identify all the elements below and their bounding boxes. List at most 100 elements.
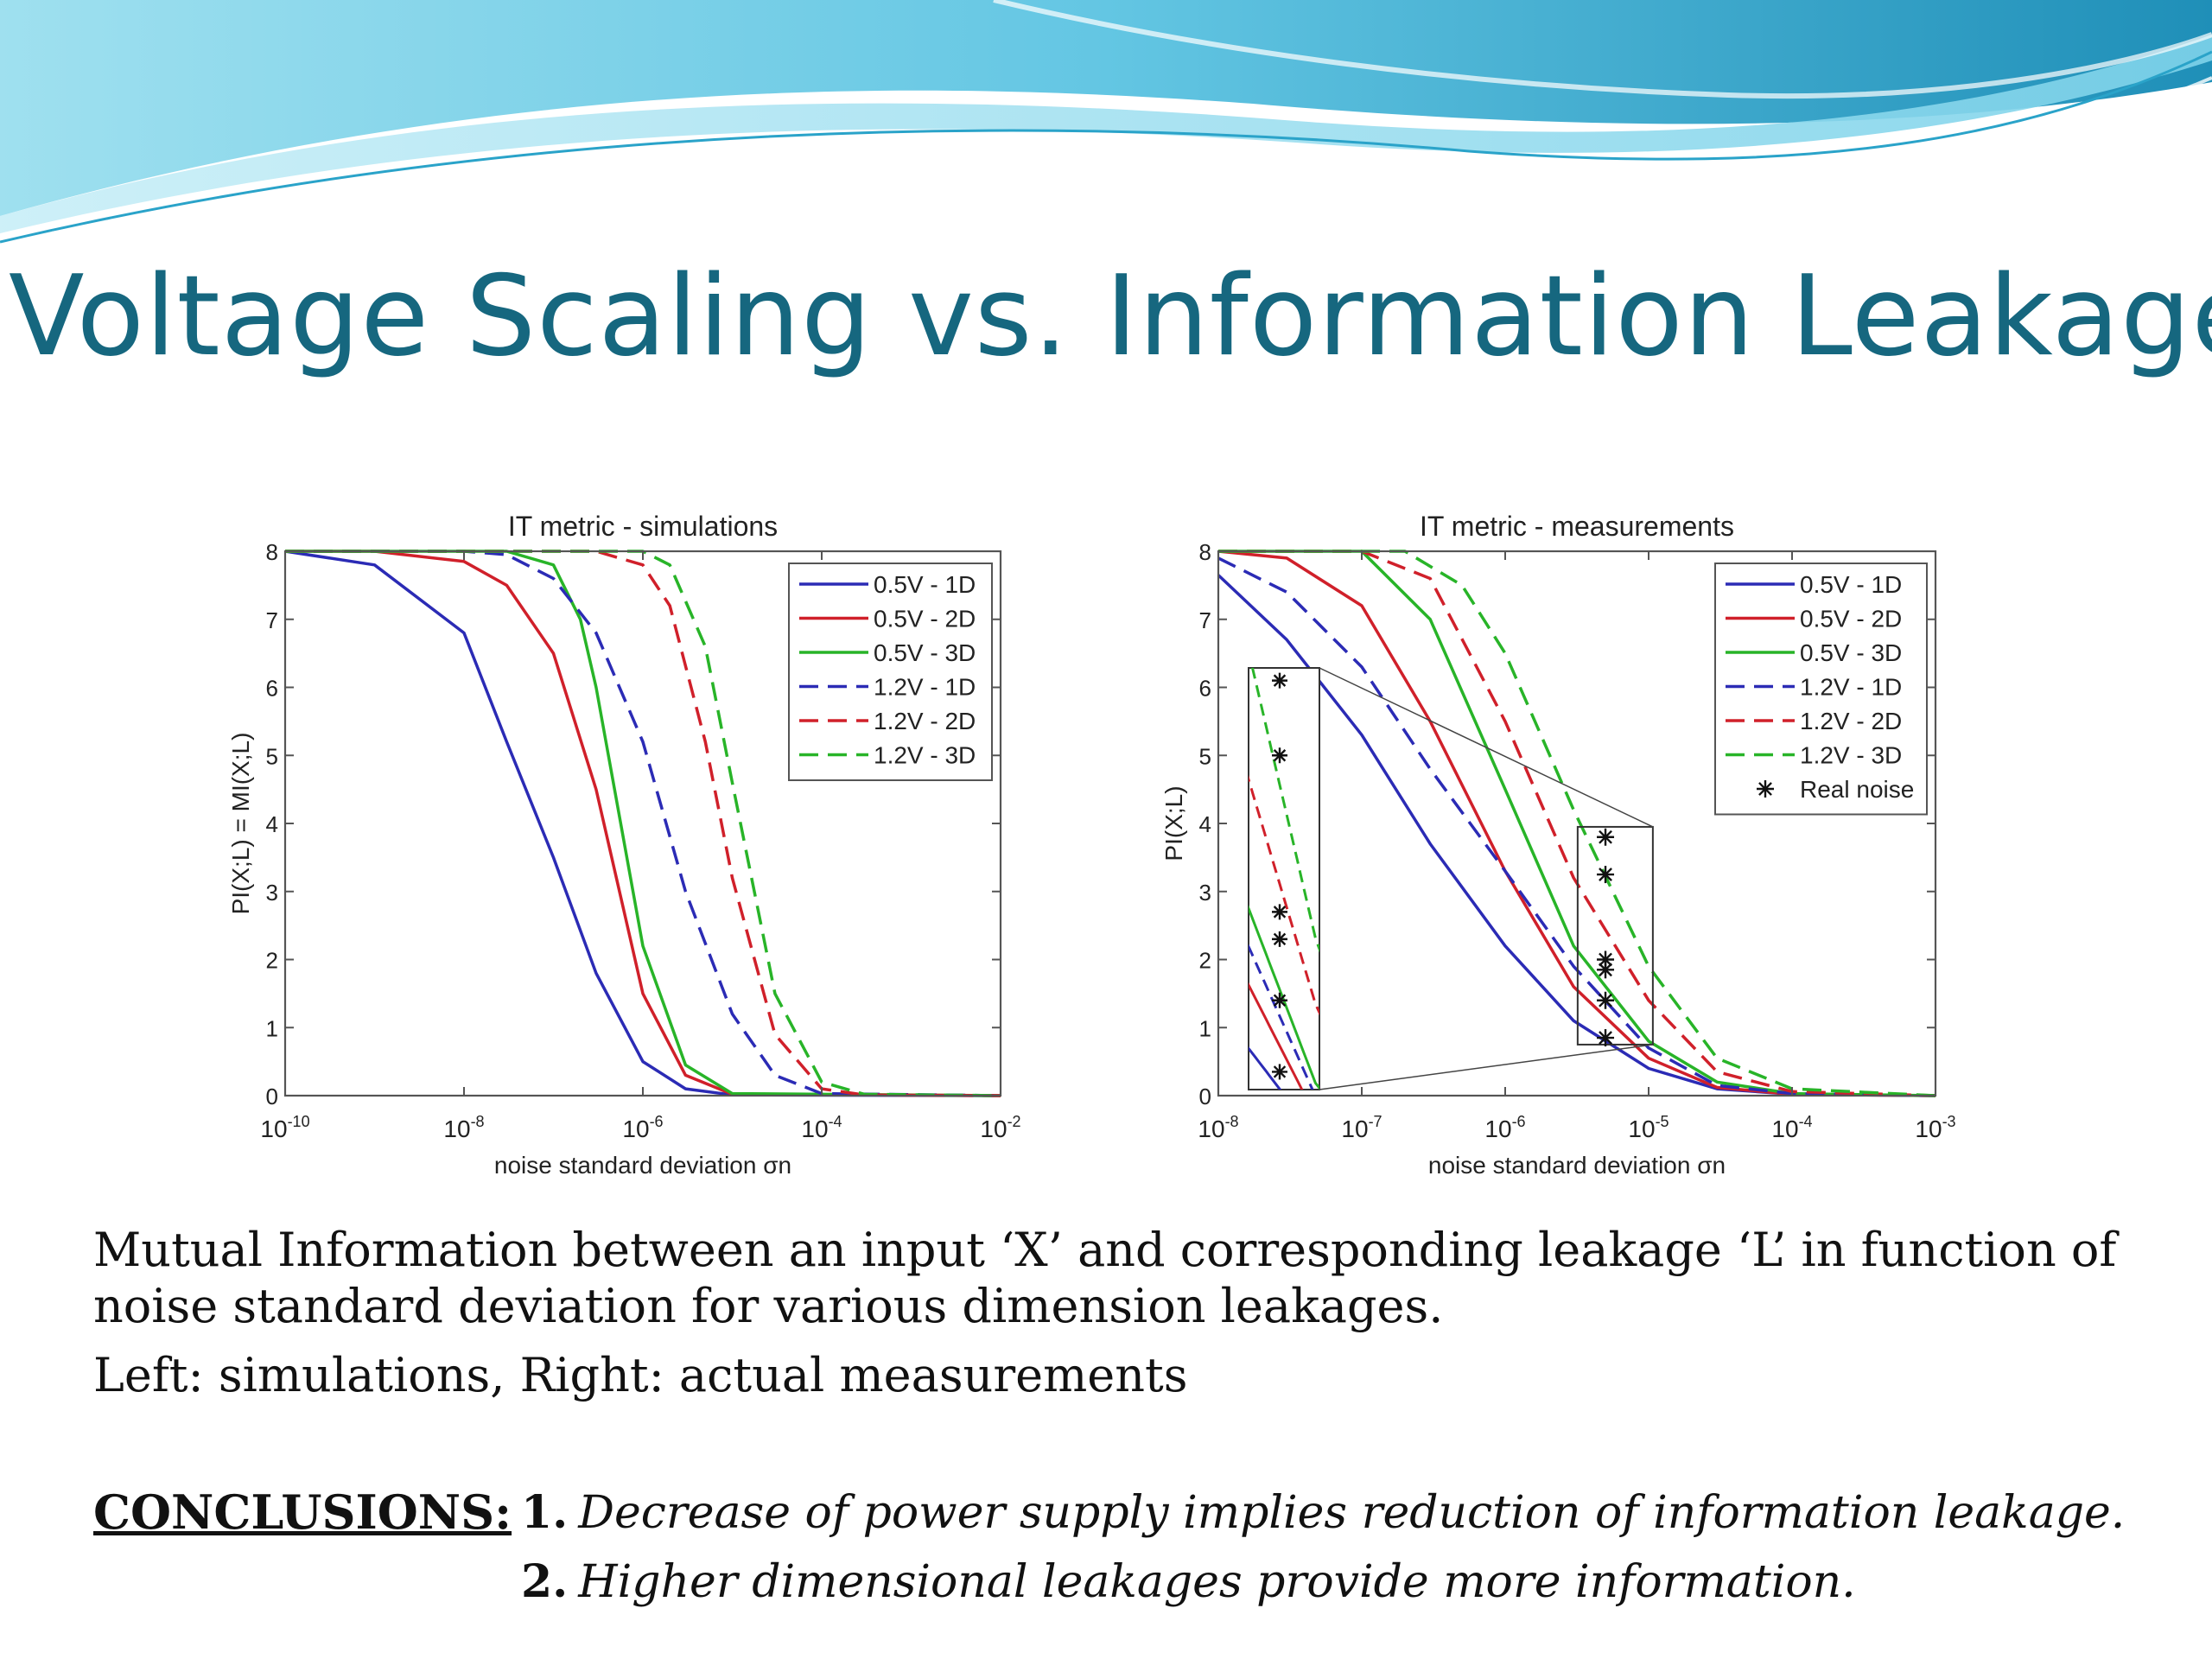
series-line: [1218, 550, 1936, 1097]
y-tick-label: 2: [266, 948, 278, 974]
series-line: [285, 550, 1001, 1097]
legend-label: 1.2V - 2D: [1800, 708, 1902, 734]
chart-panel-measurements: IT metric - measurements 0 1 2 3 4 5 6 7 8 10-8 10-…: [1033, 488, 2061, 1214]
legend: 0.5V - 1D 0.5V - 2D 0.5V - 3D 1.2V - 1D 1.2V…: [1714, 563, 1928, 816]
y-tick-label: 7: [266, 607, 278, 633]
conclusion-text: Higher dimensional leakages provide more…: [578, 1556, 1856, 1608]
zoom-region-box: [1576, 825, 1654, 1046]
y-tick-label: 0: [1199, 1084, 1211, 1109]
y-tick-label: 0: [266, 1084, 278, 1109]
series-line: [285, 550, 1001, 1097]
chart-panel-simulations: IT metric - simulations 0 1 2 3 4 5 6 7 8 10-10 10-…: [125, 488, 1154, 1214]
legend-item: 1.2V - 2D: [1726, 708, 1902, 734]
caption-line: Left: simulations, Right: actual measure…: [93, 1348, 1188, 1402]
x-tick-label: 10-2: [980, 1113, 1020, 1142]
legend-label: 1.2V - 3D: [1800, 742, 1902, 769]
y-tick-label: 1: [266, 1015, 278, 1041]
legend-item: 0.5V - 3D: [799, 639, 976, 666]
legend-label: Real noise: [1800, 776, 1914, 803]
x-tick-label: 10-3: [1915, 1113, 1955, 1142]
y-tick-label: 5: [1199, 743, 1211, 769]
legend-label: 1.2V - 1D: [874, 674, 976, 701]
chart-simulations: IT metric - simulations 0 1 2 3 4 5 6 7 8 10-10 10-…: [227, 511, 1021, 1179]
zoom-connector: [1319, 667, 1654, 828]
conclusion-number: 2.: [521, 1555, 569, 1608]
legend-item: 1.2V - 1D: [799, 674, 976, 701]
y-tick-label: 8: [1199, 539, 1211, 565]
series-line: [285, 550, 1001, 1097]
legend-label: 0.5V - 2D: [874, 606, 976, 632]
x-tick-label: 10-7: [1341, 1113, 1382, 1142]
legend-item: 1.2V - 2D: [799, 708, 976, 734]
legend-label: 0.5V - 1D: [1800, 571, 1902, 598]
x-tick-label: 10-10: [260, 1113, 309, 1142]
header-wave-decoration: [0, 0, 2212, 244]
y-tick-label: 4: [1199, 811, 1211, 837]
x-tick-label: 10-4: [801, 1113, 842, 1142]
y-axis-label: PI(X;L): [1160, 785, 1187, 861]
y-tick-label: 6: [1199, 676, 1211, 702]
slide-title: Voltage Scaling vs. Information Leakage: [9, 252, 2212, 381]
x-tick-label: 10-4: [1771, 1113, 1812, 1142]
legend-box: [1714, 563, 1928, 816]
real-noise-marker: [1597, 991, 1615, 1009]
y-tick-label: 3: [266, 880, 278, 906]
series-line: [285, 550, 1001, 1097]
y-tick-label: 4: [266, 811, 278, 837]
legend-label: 1.2V - 1D: [1800, 674, 1902, 701]
legend-label: 0.5V - 1D: [874, 571, 976, 598]
conclusion-number: 1.: [521, 1486, 569, 1539]
legend-item: 0.5V - 3D: [1726, 639, 1902, 666]
y-tick-label: 6: [266, 676, 278, 702]
zoom-inset: [1248, 667, 1320, 1090]
conclusion-item: 2. Higher dimensional leakages provide mo…: [521, 1555, 1856, 1608]
y-tick-label: 1: [1199, 1015, 1211, 1041]
legend-label: 1.2V - 2D: [874, 708, 976, 734]
y-axis-label: PI(X;L) = MI(X;L): [227, 733, 254, 915]
x-tick-label: 10-6: [1484, 1113, 1525, 1142]
real-noise-markers: [1597, 828, 1615, 1047]
series-line: [285, 550, 1001, 1097]
x-axis-label: noise standard deviation σn: [1428, 1152, 1726, 1179]
caption-line: noise standard deviation for various dim…: [93, 1279, 1444, 1333]
legend: 0.5V - 1D 0.5V - 2D 0.5V - 3D 1.2V - 1D 1.2V…: [788, 563, 993, 781]
chart-title: IT metric - simulations: [508, 511, 778, 542]
legend-label: 0.5V - 2D: [1800, 606, 1902, 632]
chart-measurements: IT metric - measurements 0 1 2 3 4 5 6 7 8 10-8 10-…: [1160, 511, 1956, 1179]
caption-line: Mutual Information between an input ‘X’ …: [93, 1223, 2117, 1277]
conclusions-label: CONCLUSIONS:: [93, 1484, 512, 1540]
legend-item: Real noise: [1757, 776, 1914, 803]
x-tick-label: 10-8: [443, 1113, 484, 1142]
conclusion-text: Decrease of power supply implies reducti…: [578, 1487, 2126, 1539]
legend-item: 1.2V - 3D: [799, 742, 976, 769]
legend-item: 0.5V - 2D: [1726, 606, 1902, 632]
real-noise-marker: [1597, 866, 1615, 884]
y-tick-label: 8: [266, 539, 278, 565]
chart-title: IT metric - measurements: [1420, 511, 1734, 542]
conclusion-item: 1. Decrease of power supply implies reduc…: [521, 1486, 2125, 1539]
zoom-inset-box: [1248, 667, 1320, 1090]
legend-label: 1.2V - 3D: [874, 742, 976, 769]
series-lines: [1217, 550, 1936, 1097]
zoom-connector: [1319, 1044, 1653, 1090]
y-tick-label: 3: [1199, 880, 1211, 906]
y-tick-label: 2: [1199, 948, 1211, 974]
x-tick-label: 10-5: [1628, 1113, 1669, 1142]
legend-label: 0.5V - 3D: [1800, 639, 1902, 666]
y-tick-label: 5: [266, 743, 278, 769]
real-noise-marker: [1597, 961, 1615, 979]
legend-label: 0.5V - 3D: [874, 639, 976, 666]
x-tick-label: 10-6: [622, 1113, 663, 1142]
series-line: [1218, 550, 1936, 1097]
x-axis-label: noise standard deviation σn: [494, 1152, 791, 1179]
legend-item: 0.5V - 1D: [799, 571, 976, 598]
real-noise-marker: [1597, 1029, 1615, 1047]
x-tick-label: 10-8: [1198, 1113, 1238, 1142]
series-line: [284, 550, 1001, 1097]
series-lines: [284, 550, 1001, 1097]
legend-item: 0.5V - 1D: [1726, 571, 1902, 598]
series-line: [1217, 556, 1936, 1097]
zoom-real-noise-markers: [1272, 672, 1287, 1080]
legend-item: 1.2V - 3D: [1726, 742, 1902, 769]
legend-box: [788, 563, 993, 781]
